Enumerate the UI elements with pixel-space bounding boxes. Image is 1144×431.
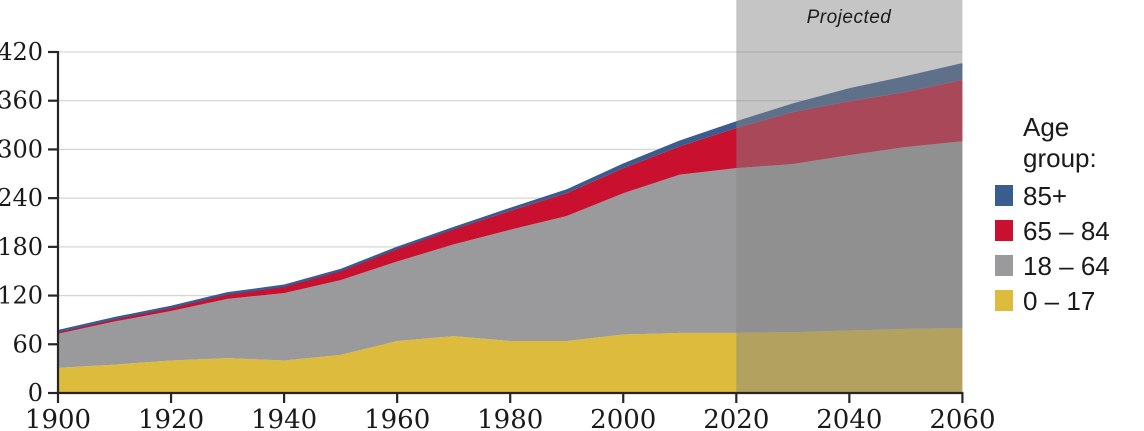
y-axis-tick-label: 300 bbox=[0, 135, 43, 163]
area-85+ bbox=[58, 64, 963, 332]
legend-swatch-18-64 bbox=[995, 255, 1013, 276]
projected-overlay bbox=[736, 0, 963, 393]
x-axis-tick-label: 1960 bbox=[364, 405, 430, 431]
legend-label-0-17: 0 – 17 bbox=[1023, 285, 1096, 316]
x-axis-tick-label: 2060 bbox=[929, 405, 995, 431]
legend-item-85plus: 85+ bbox=[995, 180, 1144, 211]
x-axis-tick-label: 1900 bbox=[25, 405, 91, 431]
legend-label-18-64: 18 – 64 bbox=[1023, 250, 1110, 281]
total-top-line bbox=[57, 63, 963, 333]
legend-item-18-64: 18 – 64 bbox=[995, 250, 1144, 281]
y-axis-tick-label: 240 bbox=[0, 184, 43, 212]
x-axis-tick-label: 2020 bbox=[703, 405, 769, 431]
y-axis-tick-label: 0 bbox=[28, 379, 43, 407]
legend-label-65-84: 65 – 84 bbox=[1023, 215, 1110, 246]
projected-label: Projected bbox=[806, 7, 892, 28]
legend-item-65-84: 65 – 84 bbox=[995, 215, 1144, 246]
y-axis-tick-label: 420 bbox=[0, 38, 43, 66]
legend-title: Age group: bbox=[1023, 112, 1097, 173]
x-axis-tick-label: 2000 bbox=[590, 405, 656, 431]
legend-swatch-85plus bbox=[995, 185, 1013, 206]
area-1864 bbox=[58, 141, 963, 368]
x-axis-tick-label: 1940 bbox=[251, 405, 317, 431]
legend-swatch-0-17 bbox=[995, 290, 1013, 311]
legend-item-0-17: 0 – 17 bbox=[995, 285, 1144, 316]
legend-swatch-65-84 bbox=[995, 220, 1013, 241]
y-axis-tick-label: 120 bbox=[0, 282, 43, 310]
x-axis-tick-label: 1920 bbox=[138, 405, 204, 431]
y-axis-tick-label: 180 bbox=[0, 233, 43, 261]
x-axis-tick-label: 2040 bbox=[816, 405, 882, 431]
legend: Age group: 85+ 65 – 84 18 – 64 0 – 17 bbox=[995, 112, 1144, 324]
legend-label-85plus: 85+ bbox=[1023, 180, 1068, 211]
y-axis-tick-label: 360 bbox=[0, 87, 43, 115]
x-axis-tick-label: 1980 bbox=[477, 405, 543, 431]
area-6584 bbox=[58, 79, 963, 334]
y-axis-tick-label: 60 bbox=[12, 330, 43, 358]
area-017 bbox=[58, 328, 963, 393]
